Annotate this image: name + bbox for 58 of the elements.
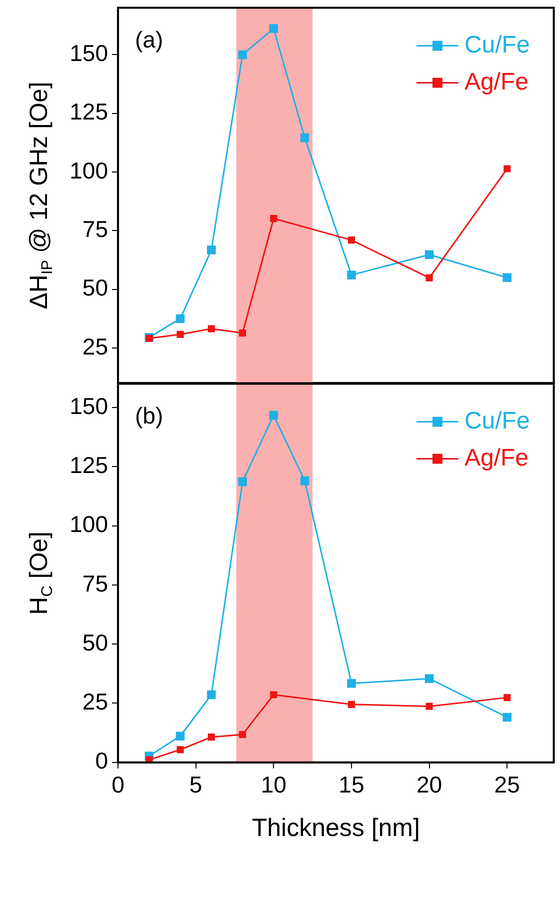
x-tick-label: 5: [189, 771, 202, 798]
x-tick-label: 0: [112, 771, 124, 798]
y-tick-label: 25: [82, 688, 108, 714]
y-axis-title: HC [Oe]: [24, 530, 56, 614]
point: [504, 165, 511, 172]
y-tick-label: 125: [70, 98, 108, 125]
point: [269, 24, 278, 34]
point: [208, 325, 215, 333]
point: [300, 476, 310, 485]
y-tick-label: 75: [82, 216, 108, 242]
point: [176, 314, 185, 324]
point: [176, 731, 185, 740]
x-tick-label: 20: [416, 771, 442, 798]
point: [300, 134, 310, 142]
y-tick-label: 150: [70, 40, 108, 66]
annotation: (a): [135, 26, 164, 53]
point: [424, 250, 434, 260]
point: [502, 712, 512, 722]
y-tick-label: 125: [70, 452, 108, 478]
x-tick-label: 10: [260, 771, 286, 798]
point: [238, 50, 247, 60]
point: [270, 215, 278, 222]
y-tick-label: 100: [70, 510, 108, 537]
point: [270, 690, 278, 698]
y-tick-label: 50: [82, 274, 108, 301]
point: [504, 694, 511, 701]
point: [426, 702, 433, 710]
point: [238, 330, 246, 337]
point: [238, 730, 246, 738]
point: [269, 410, 278, 420]
point: [502, 273, 512, 282]
point: [176, 331, 184, 338]
y-tick-label: 25: [82, 334, 108, 360]
point: [426, 274, 433, 282]
point: [348, 236, 355, 244]
y-tick-label: 150: [70, 392, 108, 418]
point: [348, 700, 355, 708]
point: [238, 476, 247, 486]
point: [207, 690, 216, 699]
point: [207, 246, 216, 255]
legend-label: Ag/Fe: [464, 68, 528, 96]
x-tick-label: 15: [338, 771, 364, 798]
y-tick-label: 100: [70, 158, 108, 184]
point: [424, 674, 434, 683]
point: [347, 678, 356, 688]
y-tick-label: 75: [82, 570, 108, 596]
legend-label: Ag/Fe: [464, 444, 528, 472]
annotation: (b): [135, 402, 164, 428]
point: [208, 733, 215, 740]
x-axis-title: Thickness [nm]: [252, 813, 420, 842]
point: [176, 746, 184, 753]
point: [347, 270, 356, 280]
x-tick-label: 25: [494, 771, 520, 798]
y-axis-title: ΔHIP @ 12 GHz [Oe]: [24, 82, 56, 310]
y-tick-label: 0: [95, 747, 108, 774]
y-tick-label: 50: [82, 629, 108, 656]
legend-label: Cu/Fe: [464, 407, 530, 434]
legend-label: Cu/Fe: [464, 32, 530, 59]
